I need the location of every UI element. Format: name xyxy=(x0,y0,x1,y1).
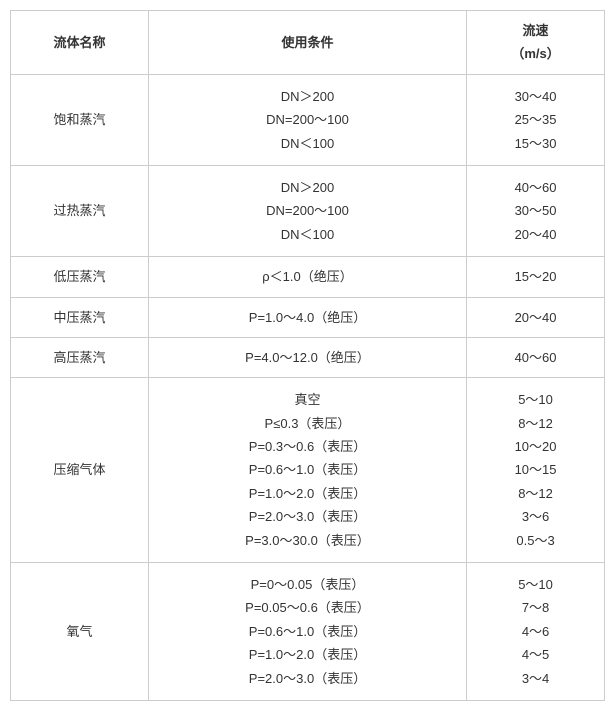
header-fluid-name: 流体名称 xyxy=(11,11,149,75)
speed-line: 8～12 xyxy=(473,482,598,505)
condition-line: P=2.0～3.0（表压） xyxy=(155,667,460,690)
conditions-cell: ρ＜1.0（绝压） xyxy=(148,257,466,297)
speed-line: 3～6 xyxy=(473,505,598,528)
speed-line: 30～40 xyxy=(473,85,598,108)
condition-line: P=0～0.05（表压） xyxy=(155,573,460,596)
conditions-cell: P=4.0～12.0（绝压） xyxy=(148,337,466,377)
speed-line: 30～50 xyxy=(473,199,598,222)
condition-line: DN＞200 xyxy=(155,176,460,199)
speed-line: 8～12 xyxy=(473,412,598,435)
conditions-cell: P=0～0.05（表压）P=0.05～0.6（表压）P=0.6～1.0（表压）P… xyxy=(148,563,466,701)
table-row: 过热蒸汽DN＞200DN=200～100DN＜10040～6030～5020～4… xyxy=(11,165,605,256)
condition-line: DN＜100 xyxy=(155,223,460,246)
speed-cell: 40～60 xyxy=(467,337,605,377)
speed-line: 25～35 xyxy=(473,108,598,131)
condition-line: P=0.05～0.6（表压） xyxy=(155,596,460,619)
speed-cell: 40～6030～5020～40 xyxy=(467,165,605,256)
speed-line: 40～60 xyxy=(473,176,598,199)
speed-cell: 15～20 xyxy=(467,257,605,297)
speed-line: 5～10 xyxy=(473,573,598,596)
condition-line: DN＞200 xyxy=(155,85,460,108)
speed-line: 5～10 xyxy=(473,388,598,411)
header-speed-unit: （m/s） xyxy=(473,42,598,65)
fluid-name-cell: 饱和蒸汽 xyxy=(11,74,149,165)
header-conditions: 使用条件 xyxy=(148,11,466,75)
condition-line: DN=200～100 xyxy=(155,108,460,131)
speed-line: 15～30 xyxy=(473,132,598,155)
header-speed: 流速 （m/s） xyxy=(467,11,605,75)
table-header-row: 流体名称 使用条件 流速 （m/s） xyxy=(11,11,605,75)
condition-line: P=1.0～4.0（绝压） xyxy=(155,306,460,329)
speed-cell: 5～108～1210～2010～158～123～60.5～3 xyxy=(467,378,605,563)
speed-line: 3～4 xyxy=(473,667,598,690)
table-row: 高压蒸汽 P=4.0～12.0（绝压） 40～60 xyxy=(11,337,605,377)
speed-line: 4～5 xyxy=(473,643,598,666)
fluid-name-cell: 低压蒸汽 xyxy=(11,257,149,297)
speed-line: 0.5～3 xyxy=(473,529,598,552)
condition-line: DN＜100 xyxy=(155,132,460,155)
speed-line: 20～40 xyxy=(473,306,598,329)
condition-line: P=3.0～30.0（表压） xyxy=(155,529,460,552)
table-row: 中压蒸汽 P=1.0～4.0（绝压） 20～40 xyxy=(11,297,605,337)
speed-line: 7～8 xyxy=(473,596,598,619)
condition-line: P=2.0～3.0（表压） xyxy=(155,505,460,528)
condition-line: ρ＜1.0（绝压） xyxy=(155,265,460,288)
table-body: 饱和蒸汽DN＞200DN=200～100DN＜10030～4025～3515～3… xyxy=(11,74,605,700)
condition-line: P=0.6～1.0（表压） xyxy=(155,458,460,481)
fluid-name-cell: 过热蒸汽 xyxy=(11,165,149,256)
condition-line: DN=200～100 xyxy=(155,199,460,222)
table-row: 饱和蒸汽DN＞200DN=200～100DN＜10030～4025～3515～3… xyxy=(11,74,605,165)
fluid-name-cell: 氧气 xyxy=(11,563,149,701)
condition-line: 真空 xyxy=(155,388,460,411)
conditions-cell: P=1.0～4.0（绝压） xyxy=(148,297,466,337)
condition-line: P=0.3～0.6（表压） xyxy=(155,435,460,458)
speed-cell: 30～4025～3515～30 xyxy=(467,74,605,165)
conditions-cell: DN＞200DN=200～100DN＜100 xyxy=(148,165,466,256)
condition-line: P=4.0～12.0（绝压） xyxy=(155,346,460,369)
speed-cell: 20～40 xyxy=(467,297,605,337)
conditions-cell: 真空P≤0.3（表压）P=0.3～0.6（表压）P=0.6～1.0（表压）P=1… xyxy=(148,378,466,563)
speed-line: 4～6 xyxy=(473,620,598,643)
table-row: 压缩气体真空P≤0.3（表压）P=0.3～0.6（表压）P=0.6～1.0（表压… xyxy=(11,378,605,563)
condition-line: P=1.0～2.0（表压） xyxy=(155,482,460,505)
table-row: 低压蒸汽 ρ＜1.0（绝压） 15～20 xyxy=(11,257,605,297)
fluid-velocity-table: 流体名称 使用条件 流速 （m/s） 饱和蒸汽DN＞200DN=200～100D… xyxy=(10,10,605,701)
conditions-cell: DN＞200DN=200～100DN＜100 xyxy=(148,74,466,165)
condition-line: P≤0.3（表压） xyxy=(155,412,460,435)
fluid-name-cell: 中压蒸汽 xyxy=(11,297,149,337)
fluid-name-cell: 高压蒸汽 xyxy=(11,337,149,377)
speed-line: 10～15 xyxy=(473,458,598,481)
speed-line: 15～20 xyxy=(473,265,598,288)
speed-line: 40～60 xyxy=(473,346,598,369)
fluid-name-cell: 压缩气体 xyxy=(11,378,149,563)
table-row: 氧气P=0～0.05（表压）P=0.05～0.6（表压）P=0.6～1.0（表压… xyxy=(11,563,605,701)
condition-line: P=1.0～2.0（表压） xyxy=(155,643,460,666)
condition-line: P=0.6～1.0（表压） xyxy=(155,620,460,643)
speed-cell: 5～107～84～64～53～4 xyxy=(467,563,605,701)
speed-line: 10～20 xyxy=(473,435,598,458)
header-speed-label: 流速 xyxy=(473,19,598,42)
speed-line: 20～40 xyxy=(473,223,598,246)
